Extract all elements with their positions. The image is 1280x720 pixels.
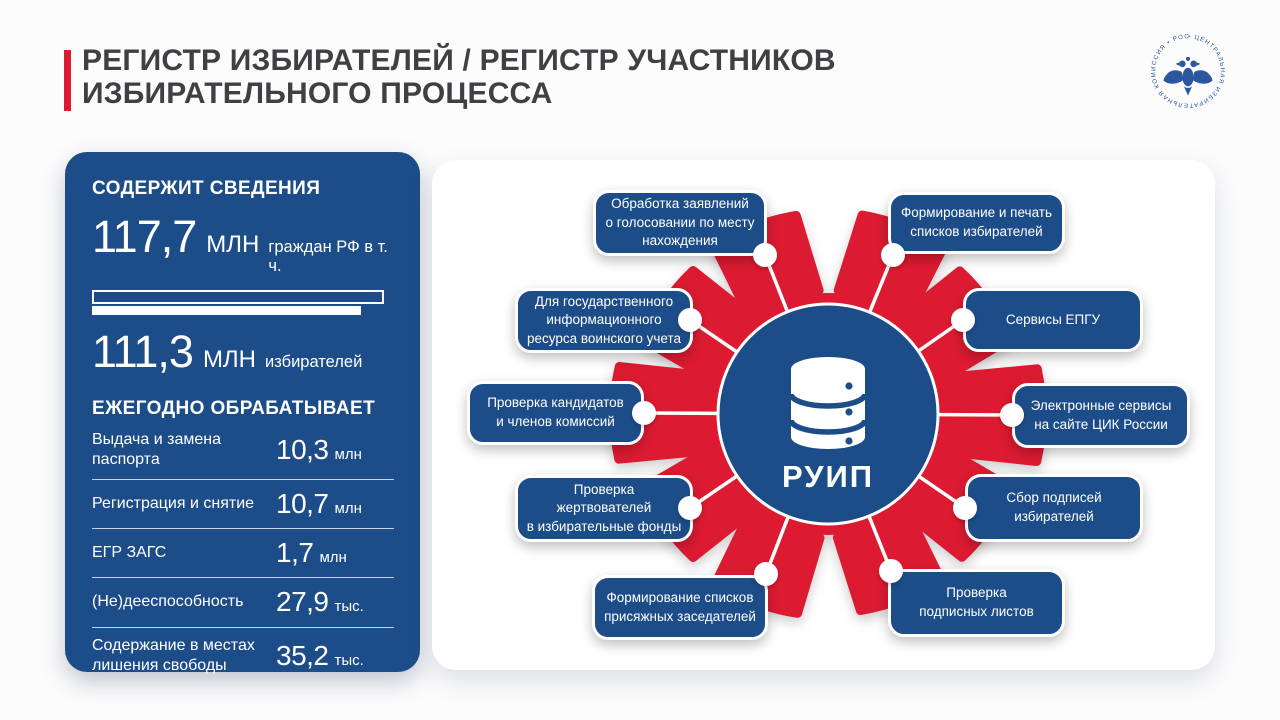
- stats-panel: СОДЕРЖИТ СВЕДЕНИЯ 117,7 МЛН граждан РФ в…: [65, 152, 420, 674]
- stat-row-imprisonment: Содержание в местах лишения свободы 35,2…: [92, 626, 394, 685]
- bar-fill: [92, 306, 361, 315]
- stat-row-zags: ЕГР ЗАГС 1,7 млн: [92, 528, 394, 577]
- hub-diagram: РУИП: [609, 210, 1047, 618]
- diagram-panel: РУИП Обработка заявлений о голосовании п…: [432, 160, 1215, 670]
- contains-heading: СОДЕРЖИТ СВЕДЕНИЯ: [92, 178, 321, 199]
- node-military-registry-resource: Для государственного информационного рес…: [515, 288, 693, 353]
- stat-row-passport: Выдача и замена паспорта 10,3 млн: [92, 422, 394, 479]
- stat-row-unit: млн: [334, 446, 362, 464]
- stat-row-label: (Не)дееспособность: [92, 593, 244, 611]
- voters-caption: избирателей: [265, 353, 363, 371]
- header: РЕГИСТР ИЗБИРАТЕЛЕЙ / РЕГИСТР УЧАСТНИКОВ…: [64, 44, 836, 111]
- node-donors-check: Проверка жертвователей в избирательные ф…: [515, 475, 693, 542]
- node-applications-processing: Обработка заявлений о голосовании по мес…: [593, 190, 767, 256]
- registry-bar-outline: [92, 290, 384, 304]
- hub-label: РУИП: [782, 459, 874, 494]
- registry-bar: [92, 290, 384, 315]
- stat-row-value: 10,7: [276, 487, 329, 519]
- stat-row-unit: млн: [319, 549, 347, 567]
- stat-row-label: Содержание в местах лишения свободы: [92, 636, 255, 674]
- total-citizens-value: 117,7: [92, 211, 197, 262]
- voters-stat: 111,3 МЛН избирателей: [92, 329, 394, 374]
- title-line-2: ИЗБИРАТЕЛЬНОГО ПРОЦЕССА: [82, 77, 553, 110]
- page-title: РЕГИСТР ИЗБИРАТЕЛЕЙ / РЕГИСТР УЧАСТНИКОВ…: [82, 44, 836, 110]
- processes-heading: ЕЖЕГОДНО ОБРАБАТЫВАЕТ: [92, 398, 376, 419]
- stat-row-value: 27,9: [276, 586, 329, 618]
- total-citizens-caption: граждан РФ в т. ч.: [268, 238, 388, 275]
- node-voter-lists-print: Формирование и печать списков избирателе…: [888, 192, 1065, 254]
- title-line-1: РЕГИСТР ИЗБИРАТЕЛЕЙ / РЕГИСТР УЧАСТНИКОВ: [82, 44, 836, 77]
- stat-row-unit: тыс.: [334, 598, 364, 616]
- stat-row-registration: Регистрация и снятие 10,7 млн: [92, 478, 394, 528]
- node-jury-lists: Формирование списков присяжных заседател…: [592, 575, 768, 640]
- stat-row-label: Выдача и замена паспорта: [92, 431, 221, 469]
- stat-row-unit: млн: [334, 499, 362, 517]
- annual-processing-list: Выдача и замена паспорта 10,3 млн Регистр…: [92, 422, 394, 684]
- stat-row-capacity: (Не)дееспособность 27,9 тыс.: [92, 577, 394, 626]
- voters-value: 111,3: [92, 326, 194, 377]
- stat-row-value: 10,3: [276, 434, 329, 466]
- total-citizens-stat: 117,7 МЛН граждан РФ в т. ч.: [92, 214, 394, 276]
- stat-row-label: Регистрация и снятие: [92, 494, 255, 512]
- node-candidates-check: Проверка кандидатов и членов комиссий: [467, 381, 644, 445]
- total-citizens-unit: МЛН: [206, 231, 260, 258]
- database-icon: [788, 357, 868, 449]
- stat-row-unit: тыс.: [334, 651, 364, 669]
- node-epgu-services: Сервисы ЕПГУ: [963, 288, 1143, 352]
- double-headed-eagle-icon: [1163, 56, 1213, 96]
- node-signature-collection: Сбор подписей избирателей: [965, 474, 1143, 542]
- stat-row-value: 1,7: [276, 537, 314, 569]
- title-accent-bar: [64, 50, 71, 111]
- node-cik-site-services: Электронные сервисы на сайте ЦИК России: [1012, 383, 1190, 448]
- node-signature-sheets-check: Проверка подписных листов: [888, 569, 1065, 637]
- stat-row-value: 35,2: [276, 639, 329, 671]
- voters-unit: МЛН: [202, 346, 257, 373]
- stat-row-label: ЕГР ЗАГС: [92, 543, 167, 561]
- cec-emblem-icon: • ЦЕНТРАЛЬНАЯ ИЗБИРАТЕЛЬНАЯ КОМИССИЯ • Р…: [1147, 30, 1225, 109]
